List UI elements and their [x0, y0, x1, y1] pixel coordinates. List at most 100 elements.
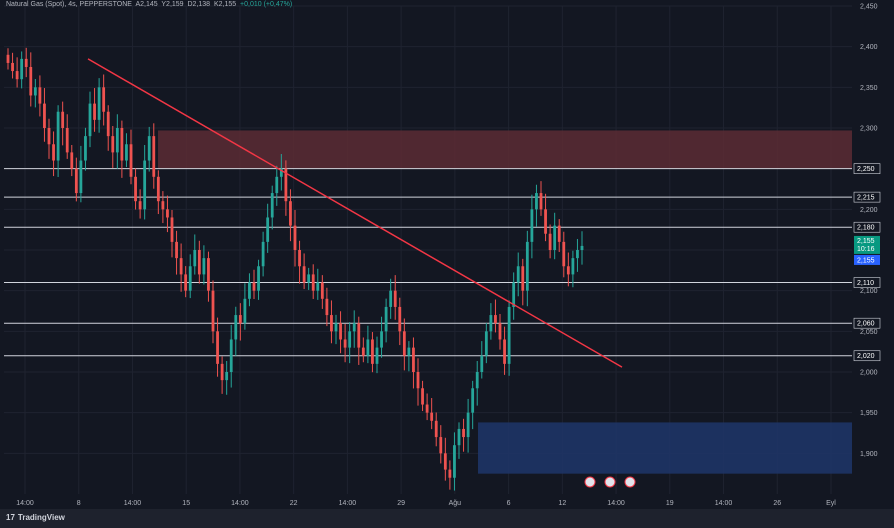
y-tick-label: 2,300: [860, 126, 878, 133]
x-tick-label: 14:00: [607, 500, 625, 507]
candle-body: [106, 111, 110, 137]
candle-body: [384, 306, 388, 332]
candle-body: [416, 372, 420, 389]
candle-body: [6, 54, 10, 63]
x-tick-label: 15: [182, 500, 190, 507]
candle-body: [220, 363, 224, 381]
candle-body: [521, 266, 525, 291]
candle-body: [225, 372, 229, 381]
x-tick-label: Ağu: [449, 500, 462, 507]
x-tick-label: 19: [666, 500, 674, 507]
candle-body: [553, 225, 557, 250]
candle-body: [211, 290, 215, 332]
chart-header: Natural Gas (Spot), 4s, PEPPERSTONE A2,1…: [6, 0, 292, 9]
candle-body: [448, 469, 452, 478]
candle-body: [425, 404, 429, 413]
x-tick-label: 14:00: [715, 500, 733, 507]
candle-body: [402, 331, 406, 356]
candle-body: [33, 87, 37, 96]
candle-body: [170, 217, 174, 242]
candle-body: [156, 176, 160, 202]
x-tick-label: 12: [558, 500, 566, 507]
level-tag-label: 2,250: [857, 166, 875, 173]
candle-body: [102, 87, 106, 112]
bottom-bar: 17 TradingView: [0, 509, 894, 528]
candle-body: [143, 160, 147, 210]
y-tick-label: 2,400: [860, 44, 878, 51]
candle-body: [380, 331, 383, 348]
candle-body: [503, 339, 506, 364]
candle-body: [453, 445, 456, 478]
candle-body: [325, 298, 329, 316]
y-tick-label: 2,350: [860, 85, 878, 92]
symbol-title: Natural Gas (Spot), 4s, PEPPERSTONE: [6, 1, 132, 8]
candle-body: [389, 290, 393, 307]
current-price-label: 2,155: [857, 238, 875, 245]
tradingview-logo[interactable]: 17 TradingView: [6, 513, 65, 522]
news-event-icon: [584, 476, 596, 488]
level-tag-label: 2,180: [857, 225, 875, 232]
candle-body: [15, 71, 19, 80]
candle-body: [111, 136, 115, 153]
candle-body: [266, 217, 270, 242]
candle-body: [248, 282, 251, 299]
low-value: D2,138: [187, 1, 211, 8]
candle-body: [197, 250, 201, 275]
candle-body: [229, 339, 233, 372]
candle-body: [357, 323, 361, 348]
candle-body: [179, 258, 183, 275]
demand-zone: [478, 422, 852, 474]
candle-body: [238, 315, 242, 324]
tradingview-icon: 17: [6, 513, 15, 522]
candle-body: [234, 315, 238, 340]
candle-body: [498, 323, 502, 340]
change-value: +0,010 (+0,47%): [240, 1, 293, 8]
candle-body: [557, 225, 561, 242]
level-tag-bg: [853, 350, 881, 362]
candle-body: [275, 176, 279, 194]
candle-body: [65, 128, 69, 153]
candle-body: [539, 193, 543, 210]
candle-body: [530, 209, 534, 242]
candle-body: [216, 331, 219, 364]
candle-body: [43, 103, 46, 128]
candle-body: [507, 306, 511, 364]
candle-body: [421, 388, 424, 405]
candle-body: [361, 347, 365, 356]
candle-body: [407, 347, 411, 356]
candle-body: [484, 331, 488, 356]
x-tick-label: 8: [77, 500, 81, 507]
candle-body: [70, 152, 74, 169]
candle-body: [79, 160, 83, 194]
close-value: K2,155: [213, 1, 237, 8]
candle-body: [393, 290, 397, 307]
candle-body: [494, 315, 497, 324]
candle-body: [320, 282, 324, 299]
candle-body: [188, 266, 192, 291]
x-tick-label: 6: [507, 500, 511, 507]
candle-body: [47, 128, 51, 145]
level-tag-label: 2,110: [857, 280, 874, 287]
candle-body: [398, 306, 402, 332]
x-tick-label: 14:00: [339, 500, 357, 507]
candle-body: [489, 315, 493, 332]
candle-body: [261, 241, 265, 267]
candle-body: [412, 347, 415, 372]
current-price-tag: [854, 235, 880, 254]
level-tag-label: 2,215: [857, 195, 875, 202]
level-tag-bg: [853, 317, 881, 329]
y-tick-label: 2,100: [860, 288, 878, 295]
candle-body: [457, 428, 461, 446]
candle-body: [375, 347, 379, 364]
candle-body: [97, 87, 101, 120]
x-tick-label: 22: [290, 500, 298, 507]
level-tag-label: 2,020: [857, 353, 875, 360]
candle-body: [115, 128, 119, 153]
candle-body: [352, 323, 356, 332]
candle-body: [129, 144, 133, 177]
y-tick-label: 2,000: [860, 370, 878, 377]
candle-body: [434, 420, 438, 438]
level-tag-bg: [853, 163, 881, 174]
